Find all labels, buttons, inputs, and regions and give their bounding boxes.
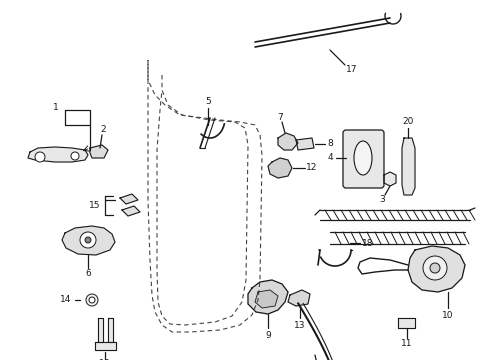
Circle shape: [71, 152, 79, 160]
Ellipse shape: [353, 141, 371, 175]
Text: 5: 5: [204, 98, 210, 107]
Polygon shape: [407, 246, 464, 292]
Circle shape: [422, 256, 446, 280]
Polygon shape: [383, 172, 395, 186]
Circle shape: [86, 294, 98, 306]
Text: 2: 2: [100, 125, 105, 134]
Polygon shape: [62, 226, 115, 255]
Text: 8: 8: [326, 139, 332, 148]
Polygon shape: [295, 138, 313, 150]
Text: 15: 15: [89, 201, 101, 210]
Polygon shape: [122, 206, 140, 216]
Polygon shape: [254, 290, 278, 308]
Text: 7: 7: [277, 112, 282, 122]
Polygon shape: [98, 318, 103, 342]
Text: 10: 10: [441, 310, 453, 320]
Polygon shape: [397, 318, 414, 328]
Text: 17: 17: [346, 66, 357, 75]
Text: 6: 6: [85, 270, 91, 279]
Polygon shape: [28, 147, 88, 162]
Polygon shape: [278, 133, 297, 150]
Text: 11: 11: [401, 339, 412, 348]
Polygon shape: [95, 342, 116, 350]
Circle shape: [80, 232, 96, 248]
Text: 16: 16: [99, 359, 110, 360]
Polygon shape: [90, 145, 108, 158]
Polygon shape: [401, 138, 414, 195]
Polygon shape: [120, 194, 138, 204]
FancyBboxPatch shape: [342, 130, 383, 188]
Circle shape: [89, 297, 95, 303]
Polygon shape: [108, 318, 113, 342]
Text: 12: 12: [305, 163, 317, 172]
Text: 13: 13: [294, 320, 305, 329]
Text: 1: 1: [53, 103, 59, 112]
Text: 14: 14: [60, 296, 72, 305]
Polygon shape: [267, 158, 291, 178]
Text: 20: 20: [402, 117, 413, 126]
Text: 9: 9: [264, 330, 270, 339]
Circle shape: [429, 263, 439, 273]
Polygon shape: [247, 280, 287, 314]
Circle shape: [85, 237, 91, 243]
Text: 4: 4: [326, 153, 332, 162]
Polygon shape: [287, 290, 309, 306]
Text: 18: 18: [362, 238, 373, 248]
Circle shape: [35, 152, 45, 162]
Text: 3: 3: [378, 195, 384, 204]
